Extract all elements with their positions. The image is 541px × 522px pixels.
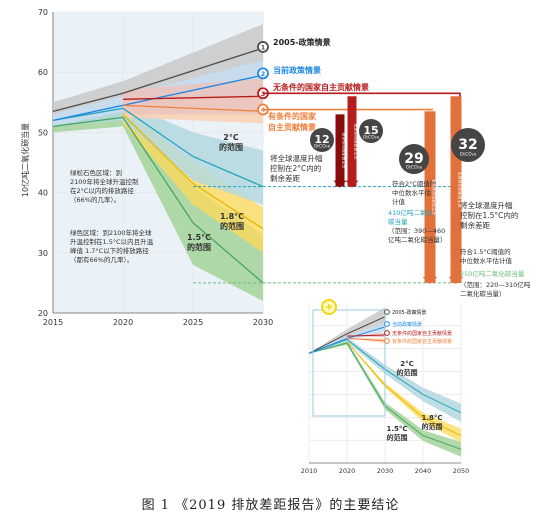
gap-bubble — [359, 119, 383, 143]
x-tick-label: 2030 — [253, 318, 273, 327]
figure-caption: 图 1 《2019 排放差距报告》的主要结论 — [141, 498, 400, 513]
inset-series-line — [346, 341, 462, 437]
scenario-label: 无条件的国家自主贡献情景 — [272, 82, 369, 92]
annotation-ref-1-5c: 符合1.5°C阈值的中位数水平估计值 — [460, 247, 513, 265]
gap-bar — [450, 96, 462, 283]
x-tick-label: 2020 — [113, 318, 133, 327]
inset-series-line — [308, 316, 386, 354]
series-line — [122, 113, 264, 230]
series-line — [122, 95, 264, 100]
inset-series-line — [346, 337, 386, 342]
gap-bar-text: 有条件的国家自主贡 — [342, 132, 348, 168]
gap-bar-text: 有条件的国家自主贡 — [432, 179, 438, 215]
gap-bubble-value: 32 — [458, 137, 477, 153]
gap-bubble-value: 29 — [404, 151, 423, 167]
gap-arrowhead — [448, 276, 464, 284]
inset-scenario-label: 无条件的国家自主贡献情景 — [392, 330, 452, 337]
annotation-green-area: 绿色区域：到2100年将全球升温控制在1.5°C以内且升温峰值 1.7°C以下的… — [70, 228, 154, 264]
annotation-ref-2c: 符合2°C阈值的中位数水平估计值 — [392, 179, 437, 206]
gap-bubble-value: 12 — [314, 133, 329, 146]
inset-x-tick-label: 2040 — [415, 467, 432, 475]
y-tick-label: 40 — [38, 189, 48, 198]
inset-range-band — [347, 338, 385, 343]
inset-zoom-box — [312, 309, 386, 417]
annotation-budget-1-5c: 将全球温度升幅控制在1.5°C内的剩余差距 — [460, 200, 518, 230]
inset-x-tick-label: 2020 — [339, 467, 356, 475]
inset-scenario-marker — [384, 309, 390, 315]
scenario-marker-number: 1 — [261, 43, 266, 51]
annotation-ref-1-5c-value: 250亿吨二氧化碳当量 — [460, 269, 525, 278]
inset-scenario-label: 当前政策情景 — [392, 321, 422, 328]
gap-bubble-value: 15 — [363, 124, 378, 137]
range-band — [53, 108, 263, 301]
inset-series-line — [346, 334, 386, 337]
scenario-marker-number: 2 — [261, 70, 266, 78]
gap-bubble-unit: GtCO₂e — [406, 164, 423, 170]
gap-arrowhead — [422, 276, 438, 284]
x-tick-label: 2015 — [43, 318, 63, 327]
inset-x-tick-label: 2010 — [301, 467, 318, 475]
scenario-marker — [257, 67, 269, 80]
annotation-budget-2c: 将全球温度升幅控制在2°C内的剩余差距 — [270, 153, 323, 183]
range-label-1-5c: 1.5°C 的范围 — [187, 233, 211, 252]
inset-range-band — [309, 307, 385, 354]
annotation-turquoise-area: 绿松石色区域：到 2100年将全球升温控制在2°C以内的排放路径（66%的几率）。 — [70, 168, 139, 204]
range-band — [53, 102, 263, 205]
gap-arrowhead — [333, 180, 347, 188]
y-tick-label: 70 — [38, 8, 48, 17]
gap-bubble — [310, 128, 334, 152]
scenario-label: 有条件的国家自主贡献情景 — [268, 111, 317, 132]
scenario-label: 2005-政策情景 — [273, 37, 331, 47]
series-line — [122, 104, 264, 112]
gap-bar — [335, 114, 345, 187]
inset-scenario-label: 2005-政策情景 — [392, 309, 427, 316]
inset-range-label-1-8c: 1.8°C 的范围 — [421, 414, 442, 431]
inset-x-tick-label: 2050 — [453, 467, 470, 475]
range-label-1-8c: 1.8°C 的范围 — [220, 212, 244, 231]
series-line — [52, 107, 264, 188]
x-tick-label: 2025 — [183, 318, 203, 327]
inset-scenario-marker — [384, 330, 390, 336]
gap-bar-text: 无条件的国家自主贡 — [354, 123, 360, 159]
annotation-ref-2c-value: 410亿吨二氧化碳当量 — [388, 208, 433, 226]
inset-scenario-marker — [384, 321, 390, 327]
y-tick-label: 60 — [38, 68, 48, 77]
gap-bubble-unit: GtCO₂e — [460, 152, 477, 158]
y-tick-label: 30 — [38, 249, 48, 258]
range-band — [123, 78, 263, 115]
y-tick-label: 50 — [38, 128, 48, 137]
gap-arrowhead — [345, 180, 359, 188]
series-line — [52, 47, 264, 112]
gap-bubble-unit: GtCO₂e — [314, 143, 331, 149]
gap-bar-text: 无条件的国家自主贡 — [458, 172, 464, 208]
range-band — [53, 24, 263, 121]
gap-bubble — [451, 128, 485, 162]
inset-scenario-marker — [384, 338, 390, 344]
inset-range-band — [309, 337, 461, 422]
y-axis-label: 10亿吨二氧化碳当量 — [20, 123, 30, 197]
gap-bar — [347, 96, 357, 187]
annotation-ref-1-5c-range: （范围：220—310亿吨二氧化碳当量） — [460, 280, 531, 298]
gap-bar — [424, 111, 436, 283]
inset-range-band — [309, 341, 461, 457]
inset-range-label-2c: 2°C 的范围 — [397, 360, 418, 377]
scenario-label: 当前政策情景 — [273, 65, 321, 75]
annotation-ref-2c-range: （范围：390—460 亿吨二氧化碳当量） — [388, 226, 447, 244]
gap-bubble — [399, 144, 429, 174]
range-label-2c: 2°C 的范围 — [219, 133, 243, 152]
y-tick-label: 20 — [38, 309, 48, 318]
inset-range-label-1-5c: 1.5°C 的范围 — [386, 425, 407, 442]
inset-x-tick-label: 2030 — [377, 467, 394, 475]
series-line — [52, 116, 264, 284]
scenario-marker — [257, 41, 269, 53]
inset-scenario-label: 有条件的国家自主贡献情景 — [392, 338, 452, 345]
inset-range-band — [347, 341, 461, 443]
gap-bubble-unit: GtCO₂e — [363, 134, 380, 140]
